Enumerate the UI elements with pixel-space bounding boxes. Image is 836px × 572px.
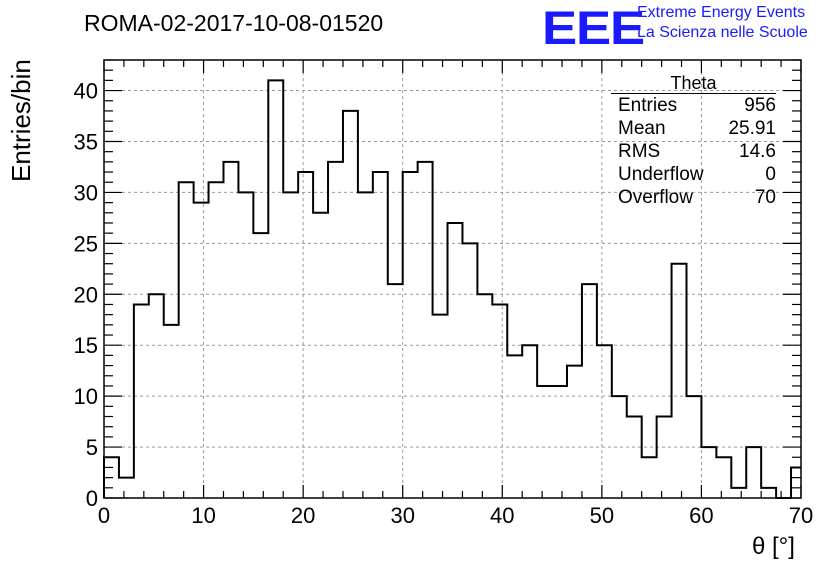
- logo-caption-line2: La Scienza nelle Scuole: [637, 24, 808, 41]
- stats-label: Mean: [618, 118, 666, 139]
- chart-title: ROMA-02-2017-10-08-01520: [84, 10, 384, 36]
- y-tick-label: 35: [74, 129, 98, 154]
- stats-row-overflow: Overflow 70: [611, 186, 776, 209]
- stats-value: 14.6: [739, 141, 776, 162]
- x-tick-label: 40: [490, 503, 514, 528]
- axis-ticks: [103, 59, 802, 499]
- stats-value: 25.91: [728, 118, 776, 139]
- y-tick-label: 40: [74, 79, 98, 104]
- x-axis-label: θ [°]: [752, 533, 795, 560]
- y-tick-label: 15: [74, 333, 98, 358]
- stats-label: Underflow: [618, 164, 704, 185]
- y-axis-label: Entries/bin: [6, 59, 36, 182]
- stats-row-underflow: Underflow 0: [611, 163, 776, 186]
- stats-label: RMS: [618, 141, 661, 162]
- x-tick-label: 20: [291, 503, 315, 528]
- logo-caption-line1: Extreme Energy Events: [637, 4, 806, 21]
- x-tick-label: 60: [689, 503, 713, 528]
- y-tick-label: 0: [86, 486, 98, 511]
- stats-value: 0: [765, 164, 776, 185]
- x-tick-label: 0: [98, 503, 110, 528]
- stats-row-rms: RMS 14.6: [611, 140, 776, 163]
- y-tick-label: 30: [74, 180, 98, 205]
- stats-title: Theta: [611, 74, 776, 94]
- eee-logo: EEE: [542, 1, 645, 54]
- stats-row-mean: Mean 25.91: [611, 117, 776, 140]
- stats-value: 70: [754, 187, 776, 208]
- plot-frame: [103, 59, 802, 499]
- stats-label: Entries: [618, 95, 678, 116]
- grid-lines: [104, 60, 801, 498]
- x-tick-label: 10: [191, 503, 215, 528]
- x-tick-label: 30: [390, 503, 414, 528]
- stats-label: Overflow: [618, 187, 693, 208]
- stats-value: 956: [744, 95, 776, 116]
- histogram-series: [103, 79, 801, 499]
- y-tick-label: 20: [74, 282, 98, 307]
- stats-box: Theta Entries 956 Mean 25.91 RMS 14.6 Under…: [611, 74, 776, 209]
- x-tick-label: 50: [590, 503, 614, 528]
- y-tick-label: 10: [74, 384, 98, 409]
- y-tick-label: 5: [86, 435, 98, 460]
- stats-row-entries: Entries 956: [611, 94, 776, 117]
- x-tick-label: 70: [789, 503, 813, 528]
- y-tick-label: 25: [74, 231, 98, 256]
